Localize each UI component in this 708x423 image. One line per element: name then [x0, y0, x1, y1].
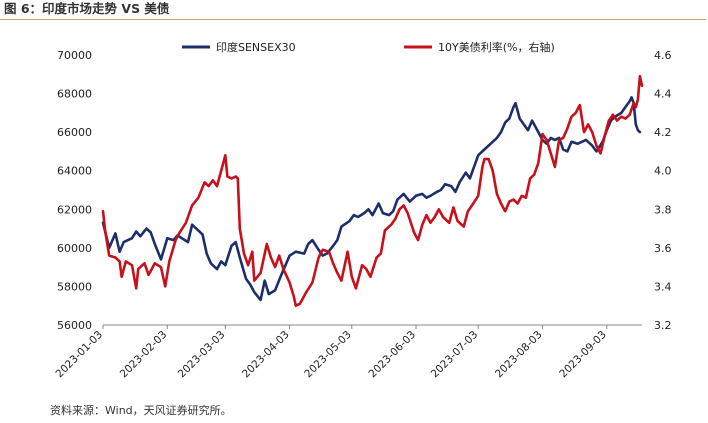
- left-axis-tick-label: 68000: [57, 88, 92, 101]
- left-axis-tick-label: 60000: [57, 242, 92, 255]
- x-axis-tick-label: 2023-05-03: [302, 329, 354, 381]
- right-axis-tick-label: 4.4: [654, 88, 672, 101]
- left-axis-tick-label: 58000: [57, 280, 92, 293]
- us10y-yield-series-line: [101, 74, 644, 307]
- sensex-series-line: [101, 96, 642, 302]
- x-axis-tick-label: 2023-06-03: [367, 329, 419, 381]
- source-note: 资料来源：Wind，天风证券研究所。: [50, 404, 232, 417]
- x-axis-tick-label: 2023-04-03: [240, 329, 292, 381]
- figure-title: 图 6：印度市场走势 VS 美债: [4, 1, 170, 16]
- right-axis-tick-label: 3.8: [654, 203, 672, 216]
- right-axis-tick-label: 3.2: [654, 319, 672, 332]
- x-axis-tick-label: 2023-03-03: [176, 329, 228, 381]
- left-axis-tick-label: 66000: [57, 126, 92, 139]
- x-axis-tick-label: 2023-07-03: [429, 329, 481, 381]
- left-axis-tick-label: 62000: [57, 203, 92, 216]
- legend-sensex-label: 印度SENSEX30: [216, 40, 296, 54]
- right-axis-tick-label: 3.6: [654, 242, 672, 255]
- left-axis-tick-label: 70000: [57, 49, 92, 62]
- right-axis-tick-label: 4.2: [654, 126, 672, 139]
- x-axis-tick-label: 2023-02-03: [118, 329, 170, 381]
- left-axis-tick-label: 56000: [57, 319, 92, 332]
- left-axis-tick-label: 64000: [57, 165, 92, 178]
- right-axis-tick-label: 4.0: [654, 165, 672, 178]
- x-axis-tick-label: 2023-08-03: [493, 329, 545, 381]
- right-axis-tick-label: 3.4: [654, 280, 672, 293]
- title-divider: [0, 19, 706, 20]
- right-axis-tick-label: 4.6: [654, 49, 672, 62]
- x-axis-tick-label: 2023-01-03: [53, 329, 105, 381]
- legend-us10y-yield-label: 10Y美债利率(%，右轴): [438, 40, 555, 54]
- x-axis-tick-label: 2023-09-03: [557, 329, 609, 381]
